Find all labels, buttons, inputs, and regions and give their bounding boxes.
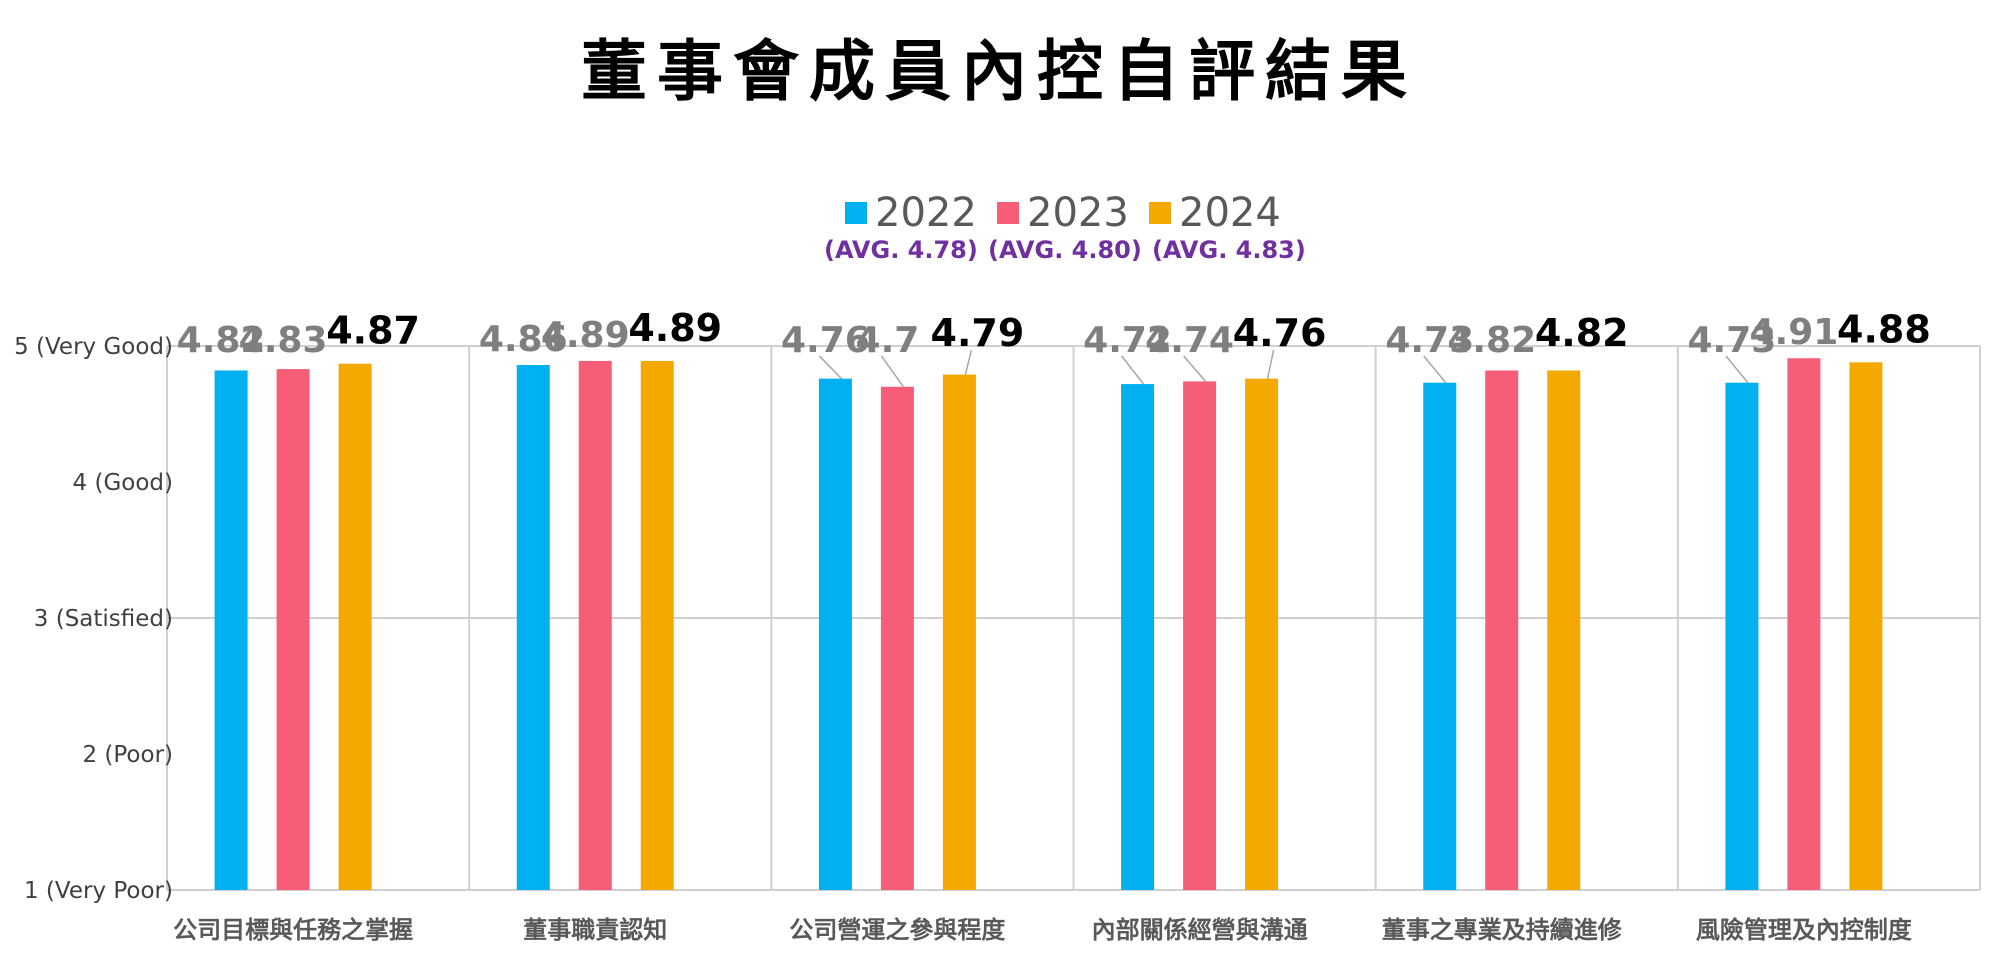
- leader-line: [1266, 349, 1275, 379]
- legend-avg-2024: (AVG. 4.83): [1152, 236, 1306, 264]
- legend: 2022 2023 2024 (AVG. 4.78) (AVG. 4.80) (…: [0, 190, 1998, 270]
- legend-item-2022: 2022: [845, 190, 977, 236]
- bar-2023: [880, 386, 914, 890]
- legend-label-2023: 2023: [1027, 190, 1129, 236]
- bar-2023: [276, 369, 310, 890]
- data-label-2024: 4.87: [326, 309, 420, 353]
- bar-2022: [1725, 382, 1759, 890]
- data-label-2022: 4.86: [479, 319, 568, 360]
- x-tick-label: 風險管理及內控制度: [1696, 916, 1913, 944]
- bar-2022: [214, 370, 248, 891]
- data-label-2023: 4.89: [541, 315, 630, 356]
- legend-swatch-2023: [997, 202, 1019, 224]
- x-tick-label: 董事職責認知: [523, 916, 667, 944]
- legend-item-2024: 2024: [1149, 190, 1281, 236]
- data-label-2024: 4.76: [1233, 311, 1327, 355]
- y-tick-label: 3 (Satisfied): [34, 606, 173, 632]
- data-label-2022: 4.73: [1688, 320, 1777, 361]
- bar-2022: [1121, 384, 1155, 890]
- leader-line: [964, 349, 973, 375]
- bar-2024: [942, 374, 976, 890]
- data-label-2023: 4.74: [1145, 320, 1234, 361]
- chart-title: 董事會成員內控自評結果: [581, 32, 1417, 110]
- bar-2024: [338, 363, 372, 890]
- legend-avg-2023: (AVG. 4.80): [988, 236, 1142, 264]
- bar-2023: [1183, 381, 1217, 890]
- leader-line: [1120, 355, 1145, 385]
- leader-line: [880, 355, 905, 388]
- leader-line: [1423, 355, 1447, 384]
- data-label-2023: 4.7: [856, 320, 920, 361]
- data-label-2024: 4.82: [1535, 311, 1629, 355]
- x-tick-label: 內部關係經營與溝通: [1092, 916, 1308, 944]
- bar-2023: [1787, 358, 1821, 890]
- y-tick-label: 1 (Very Poor): [24, 878, 173, 904]
- bar-2023: [1485, 370, 1519, 891]
- x-tick-label: 董事之專業及持續進修: [1382, 916, 1623, 944]
- legend-label-2024: 2024: [1179, 190, 1281, 236]
- bar-2024: [1245, 378, 1279, 890]
- legend-label-2022: 2022: [875, 190, 977, 236]
- data-label-2023: 4.91: [1750, 312, 1839, 353]
- data-label-2023: 4.82: [1447, 320, 1536, 361]
- data-label-2022: 4.72: [1083, 320, 1172, 361]
- legend-item-2023: 2023: [997, 190, 1129, 236]
- x-tick-label: 公司目標與任務之掌握: [173, 916, 413, 944]
- leader-line: [1183, 355, 1207, 382]
- data-label-2023: 4.83: [239, 320, 328, 361]
- leader-line: [818, 355, 842, 380]
- data-label-2022: 4.73: [1385, 320, 1474, 361]
- y-tick-label: 4 (Good): [73, 470, 173, 496]
- data-label-2022: 4.76: [781, 320, 870, 361]
- legend-swatch-2024: [1149, 202, 1171, 224]
- bar-2024: [640, 360, 674, 891]
- bar-2024: [1547, 370, 1581, 891]
- data-label-2024: 4.89: [628, 306, 722, 350]
- bar-2022: [516, 365, 550, 890]
- leader-line: [1725, 355, 1749, 384]
- y-tick-label: 2 (Poor): [82, 742, 173, 768]
- bar-2022: [1423, 382, 1457, 890]
- data-label-2024: 4.79: [931, 311, 1025, 355]
- bar-2022: [818, 378, 852, 890]
- bar-2023: [578, 360, 612, 891]
- legend-avg-2022: (AVG. 4.78): [824, 236, 978, 264]
- data-label-2022: 4.82: [177, 320, 266, 361]
- legend-swatch-2022: [845, 202, 867, 224]
- y-tick-label: 5 (Very Good): [14, 334, 173, 360]
- bar-2024: [1849, 362, 1883, 890]
- x-tick-label: 公司營運之參與程度: [789, 916, 1006, 944]
- data-label-2024: 4.88: [1837, 307, 1931, 351]
